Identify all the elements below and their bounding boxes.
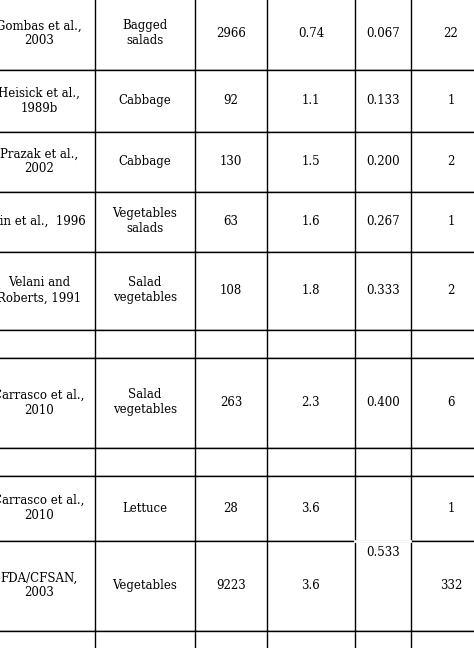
Text: 0.400: 0.400 <box>366 396 400 409</box>
Bar <box>0 69 474 132</box>
Text: 1: 1 <box>447 502 455 515</box>
Text: 1.5: 1.5 <box>301 155 320 168</box>
Text: 63: 63 <box>224 215 238 228</box>
Text: 0.067: 0.067 <box>366 27 400 40</box>
Text: 1.8: 1.8 <box>302 284 320 297</box>
Text: Carrasco et al.,
2010: Carrasco et al., 2010 <box>0 494 85 522</box>
Text: 2: 2 <box>447 284 455 297</box>
Text: Cabbage: Cabbage <box>118 155 172 168</box>
Text: 0.133: 0.133 <box>366 94 400 107</box>
Text: 2966: 2966 <box>216 27 246 40</box>
Text: 2.3: 2.3 <box>301 396 320 409</box>
Text: 1.1: 1.1 <box>302 94 320 107</box>
Text: FDA/CFSAN,
2003: FDA/CFSAN, 2003 <box>0 572 78 599</box>
Bar <box>0 329 474 358</box>
Text: 22: 22 <box>444 27 458 40</box>
Text: Lettuce: Lettuce <box>122 502 168 515</box>
Bar <box>0 251 474 329</box>
Text: 0.333: 0.333 <box>366 284 400 297</box>
Bar <box>0 0 474 69</box>
Text: Heisick et al.,
1989b: Heisick et al., 1989b <box>0 86 80 115</box>
Text: 3.6: 3.6 <box>301 579 320 592</box>
Bar <box>0 476 474 540</box>
Text: 130: 130 <box>220 155 242 168</box>
Text: Gombas et al.,
2003: Gombas et al., 2003 <box>0 19 82 47</box>
Text: Salad
vegetables: Salad vegetables <box>113 277 177 305</box>
Text: 332: 332 <box>440 579 462 592</box>
Text: 9223: 9223 <box>216 579 246 592</box>
Text: 1: 1 <box>447 94 455 107</box>
Bar <box>0 358 474 448</box>
Text: 0.200: 0.200 <box>366 155 400 168</box>
Text: 0.267: 0.267 <box>366 215 400 228</box>
Text: 2: 2 <box>447 155 455 168</box>
Bar <box>0 540 474 631</box>
Text: 1.6: 1.6 <box>301 215 320 228</box>
Text: 263: 263 <box>220 396 242 409</box>
Text: 0.533: 0.533 <box>366 546 400 559</box>
Bar <box>0 192 474 251</box>
Text: Bagged
salads: Bagged salads <box>122 19 168 47</box>
Text: 28: 28 <box>224 502 238 515</box>
Text: 1: 1 <box>447 215 455 228</box>
Text: Velani and
Roberts, 1991: Velani and Roberts, 1991 <box>0 277 81 305</box>
Text: Vegetables
salads: Vegetables salads <box>112 207 177 235</box>
Text: Prazak et al.,
2002: Prazak et al., 2002 <box>0 148 78 176</box>
Text: 108: 108 <box>220 284 242 297</box>
Text: Salad
vegetables: Salad vegetables <box>113 389 177 417</box>
Text: 0.74: 0.74 <box>298 27 324 40</box>
Text: 3.6: 3.6 <box>301 502 320 515</box>
Bar <box>0 132 474 192</box>
Bar <box>0 448 474 476</box>
Text: Cabbage: Cabbage <box>118 94 172 107</box>
Text: 6: 6 <box>447 396 455 409</box>
Text: Vegetables: Vegetables <box>112 579 177 592</box>
Text: Carrasco et al.,
2010: Carrasco et al., 2010 <box>0 389 85 417</box>
Text: Lin et al.,  1996: Lin et al., 1996 <box>0 215 86 228</box>
Text: 92: 92 <box>224 94 238 107</box>
Bar <box>0 631 474 648</box>
